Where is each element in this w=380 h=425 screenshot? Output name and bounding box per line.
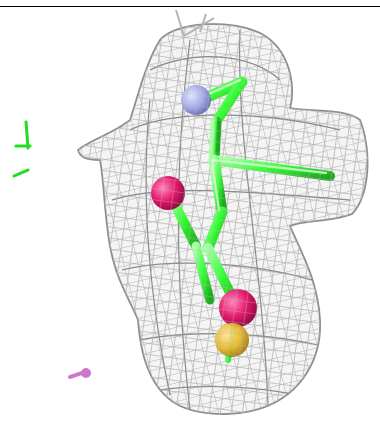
probe-marker-icon[interactable] — [68, 368, 91, 379]
viewer-top-border — [0, 6, 380, 7]
density-mesh-front — [78, 23, 368, 414]
axis-glyph-icon — [12, 120, 32, 178]
